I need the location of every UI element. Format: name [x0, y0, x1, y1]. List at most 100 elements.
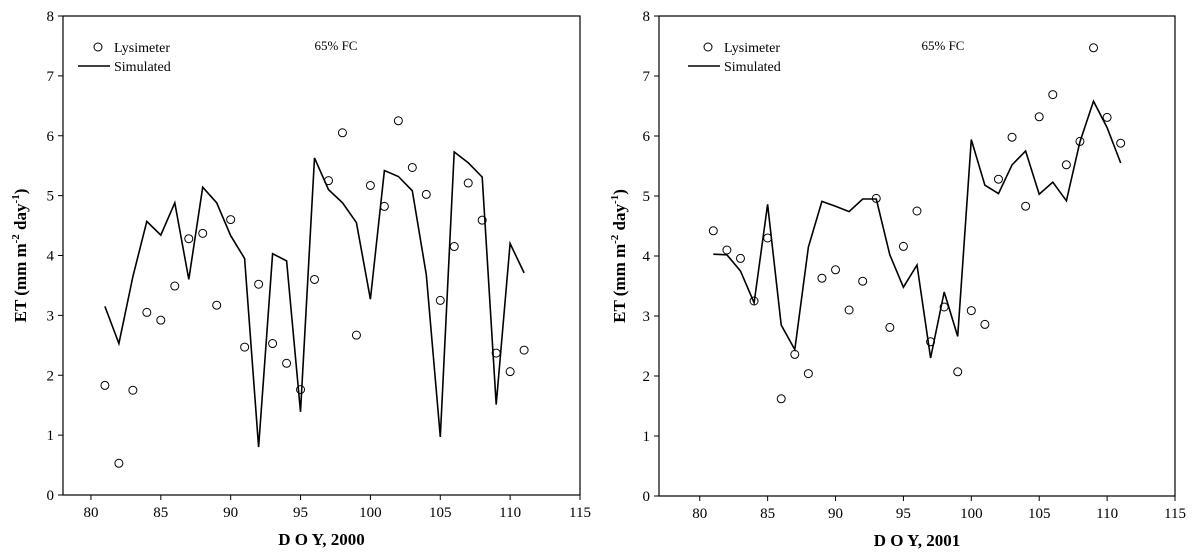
lysimeter-point	[1048, 90, 1058, 100]
x-tick-label: 90	[828, 506, 843, 522]
lysimeter-point	[505, 367, 515, 377]
simulated-line	[713, 99, 1122, 359]
lysimeter-point	[898, 241, 908, 251]
x-tick-label: 95	[896, 506, 911, 522]
legend: Lysimeter Simulated	[78, 41, 171, 75]
lysimeter-point	[708, 226, 718, 236]
lysimeter-point	[1102, 112, 1112, 122]
lysimeter-point	[993, 174, 1003, 184]
lysimeter-point	[226, 215, 236, 225]
legend-lysimeter-label: Lysimeter	[114, 41, 170, 56]
y-tick-label: 1	[47, 428, 55, 444]
y-tick-label: 1	[643, 429, 651, 445]
lysimeter-point	[435, 295, 445, 305]
lysimeter-point	[980, 319, 990, 329]
legend-lysimeter-marker	[93, 42, 103, 52]
y-tick-label: 8	[643, 9, 651, 25]
y-tick-label: 5	[47, 189, 55, 205]
y-tick-label: 7	[643, 69, 651, 85]
simulated-line	[104, 150, 525, 448]
lysimeter-point	[1021, 201, 1031, 211]
y-axis-title-end: )	[610, 189, 629, 195]
lysimeter-point	[268, 339, 278, 349]
y-tick-label: 0	[643, 489, 651, 505]
x-axis-title: D O Y, 2000	[278, 530, 365, 549]
x-tick-label: 115	[569, 505, 591, 521]
lysimeter-point	[776, 394, 786, 404]
lysimeter-point	[1061, 160, 1071, 170]
y-axis-title-main: ET (mm m	[11, 243, 30, 322]
lysimeter-point	[170, 281, 180, 291]
x-tick-label: 80	[83, 505, 98, 521]
lysimeter-point	[912, 206, 922, 216]
legend: Lysimeter Simulated	[688, 41, 781, 75]
lysimeter-point	[128, 385, 138, 395]
annotation-label: 65% FC	[315, 38, 358, 53]
legend-lysimeter-marker	[703, 42, 713, 52]
y-tick-label: 5	[643, 189, 651, 205]
lysimeter-point	[953, 367, 963, 377]
x-tick-label: 85	[153, 505, 168, 521]
lysimeter-point	[407, 162, 417, 172]
x-tick-label: 110	[499, 505, 521, 521]
x-tick-label: 100	[960, 506, 983, 522]
y-axis-title-sup2: -1	[609, 195, 621, 204]
lysimeter-point	[351, 330, 361, 340]
lysimeter-point	[966, 306, 976, 316]
chart-panel-1: 80 85 90 95 100 105 110 115 0 1 2 3 4 5 6 7 8 D O Y, 2000…	[10, 9, 591, 549]
lysimeter-point	[254, 279, 264, 289]
x-axis-title: D O Y, 2001	[874, 531, 961, 550]
lysimeter-point	[722, 245, 732, 255]
lysimeter-point	[790, 349, 800, 359]
lysimeter-point	[114, 458, 124, 468]
y-tick-label: 2	[643, 369, 651, 385]
lysimeter-point	[803, 369, 813, 379]
y-axis-title-mid: day	[11, 203, 30, 234]
lysimeter-point	[735, 253, 745, 263]
lysimeter-point	[1089, 43, 1099, 53]
lysimeter-point	[844, 305, 854, 315]
lysimeter-point	[1116, 138, 1126, 148]
legend-lysimeter-label: Lysimeter	[724, 41, 780, 56]
lysimeter-point	[240, 342, 250, 352]
y-axis-title-sup2: -1	[10, 194, 22, 203]
y-axis-title-sup1: -2	[609, 234, 621, 244]
legend-simulated-label: Simulated	[724, 60, 781, 75]
y-axis-title-mid: day	[610, 203, 629, 234]
lysimeter-point	[365, 180, 375, 190]
lysimeter-point	[198, 228, 208, 238]
x-tick-label: 90	[223, 505, 238, 521]
lysimeter-point	[1007, 132, 1017, 142]
y-tick-label: 4	[643, 249, 651, 265]
y-tick-label: 4	[47, 249, 55, 265]
lysimeter-point	[393, 116, 403, 126]
x-tick-label: 100	[359, 505, 382, 521]
lysimeter-point	[421, 189, 431, 199]
y-axis-title-end: )	[11, 189, 30, 195]
y-axis-title: ET (mm m-2 day-1)	[609, 189, 629, 323]
lysimeter-point	[449, 242, 459, 252]
y-tick-label: 3	[643, 309, 651, 325]
x-tick-label: 105	[1028, 506, 1051, 522]
y-tick-label: 7	[47, 69, 55, 85]
y-axis-title-main: ET (mm m	[610, 244, 629, 323]
lysimeter-point	[156, 315, 166, 325]
x-tick-label: 110	[1096, 506, 1118, 522]
y-axis-title: ET (mm m-2 day-1)	[10, 189, 30, 323]
lysimeter-point	[817, 273, 827, 283]
lysimeter-point	[463, 178, 473, 188]
x-tick-label: 95	[293, 505, 308, 521]
lysimeter-point	[337, 128, 347, 138]
lysimeter-point	[212, 300, 222, 310]
plot-frame	[62, 15, 581, 496]
x-tick-label: 115	[1164, 506, 1186, 522]
lysimeter-point	[1034, 112, 1044, 122]
y-axis-title-sup1: -2	[10, 234, 22, 244]
lysimeter-point	[885, 322, 895, 332]
chart-panel-2: 80 85 90 95 100 105 110 115 0 1 2 3 4 5 6 7 8 D O Y, 2001…	[609, 9, 1186, 550]
y-tick-label: 3	[47, 308, 55, 324]
lysimeter-point	[831, 265, 841, 275]
y-tick-label: 2	[47, 368, 55, 384]
lysimeter-point	[282, 358, 292, 368]
